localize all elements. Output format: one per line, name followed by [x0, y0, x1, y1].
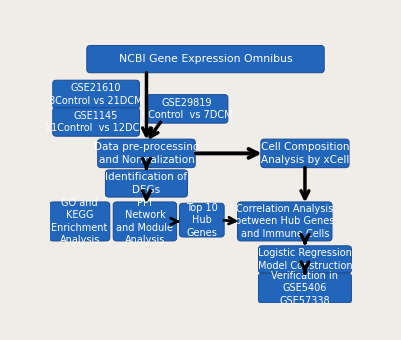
FancyBboxPatch shape: [98, 139, 195, 168]
Text: GSE21610
8Control vs 21DCM: GSE21610 8Control vs 21DCM: [49, 83, 143, 106]
FancyBboxPatch shape: [261, 139, 349, 168]
FancyBboxPatch shape: [259, 273, 351, 303]
FancyBboxPatch shape: [87, 46, 324, 73]
FancyBboxPatch shape: [105, 170, 188, 197]
FancyBboxPatch shape: [113, 202, 176, 241]
FancyBboxPatch shape: [49, 202, 110, 241]
Text: GSE29819
6Control  vs 7DCM: GSE29819 6Control vs 7DCM: [142, 98, 232, 120]
Text: GSE1145
11Control  vs 12DCM: GSE1145 11Control vs 12DCM: [45, 111, 148, 133]
Text: Data pre-processing
and Normalization: Data pre-processing and Normalization: [94, 142, 199, 165]
Text: NCBI Gene Expression Omnibus: NCBI Gene Expression Omnibus: [119, 54, 292, 64]
Text: GO and
KEGG
Enrichment
Analysis: GO and KEGG Enrichment Analysis: [51, 198, 108, 245]
FancyBboxPatch shape: [53, 108, 140, 136]
Text: Verification in
GSE5406
GSE57338: Verification in GSE5406 GSE57338: [271, 271, 338, 306]
Text: Logistic Regression
Model Construction: Logistic Regression Model Construction: [258, 248, 352, 271]
Text: Identification of
DEGs: Identification of DEGs: [105, 172, 188, 195]
Text: PPI
Network
and Module
Analysis: PPI Network and Module Analysis: [116, 198, 173, 245]
FancyBboxPatch shape: [237, 202, 332, 241]
Text: Top 10
Hub
Genes: Top 10 Hub Genes: [186, 203, 218, 238]
FancyBboxPatch shape: [146, 95, 228, 123]
Text: Cell Composition
Analysis by xCell: Cell Composition Analysis by xCell: [261, 142, 349, 165]
FancyBboxPatch shape: [179, 203, 224, 237]
Text: Correlation Analysis
between Hub Genes
and Immune Cells: Correlation Analysis between Hub Genes a…: [235, 204, 334, 239]
FancyBboxPatch shape: [53, 80, 140, 109]
FancyBboxPatch shape: [259, 246, 351, 273]
